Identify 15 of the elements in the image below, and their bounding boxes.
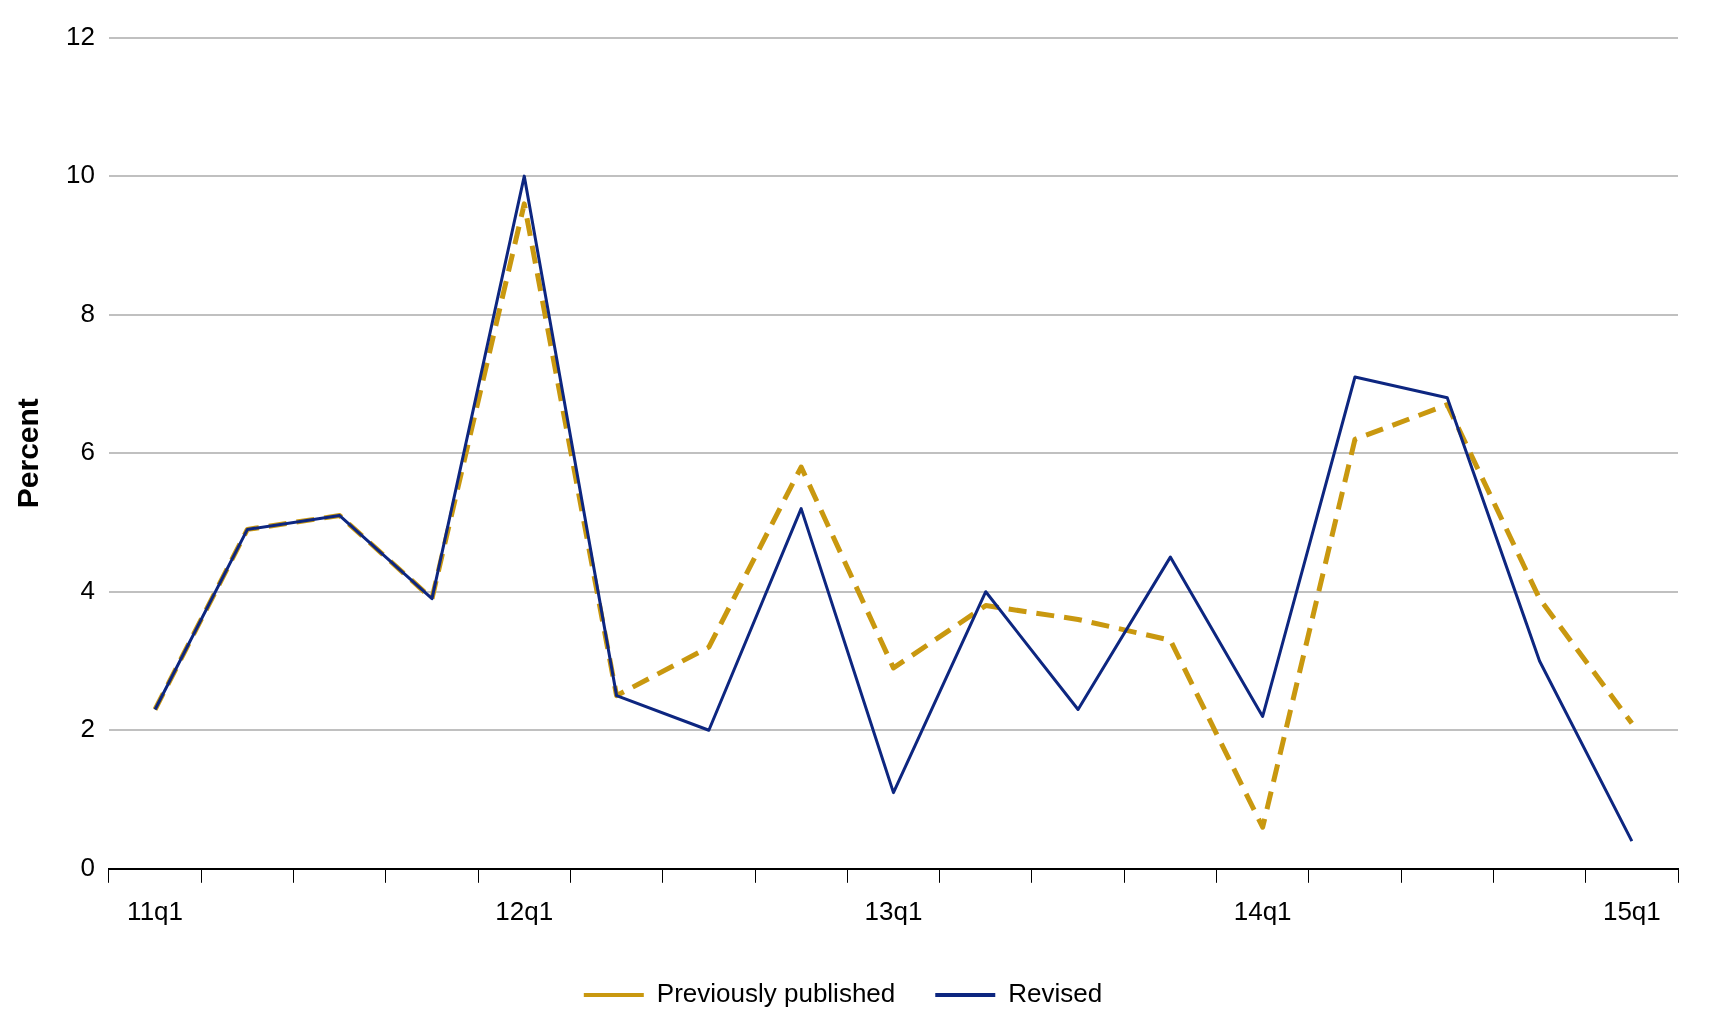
legend-label: Previously published [656, 978, 896, 1009]
y-tick-label: 10 [66, 159, 95, 190]
y-tick-label: 12 [66, 20, 95, 51]
legend-label: Revised [1008, 978, 1103, 1009]
y-tick-label: 0 [80, 851, 95, 882]
x-tick-label: 11q1 [127, 895, 184, 926]
x-tick-label: 12q1 [495, 895, 554, 926]
y-tick-label: 8 [80, 297, 95, 328]
x-tick-label: 14q1 [1233, 895, 1292, 926]
y-tick-label: 2 [80, 713, 95, 744]
x-tick-label: 13q1 [864, 895, 923, 926]
x-tick-label: 15q1 [1602, 895, 1661, 926]
y-axis-title: Percent [11, 398, 45, 509]
y-tick-label: 6 [80, 436, 95, 467]
y-tick-label: 4 [80, 574, 95, 605]
